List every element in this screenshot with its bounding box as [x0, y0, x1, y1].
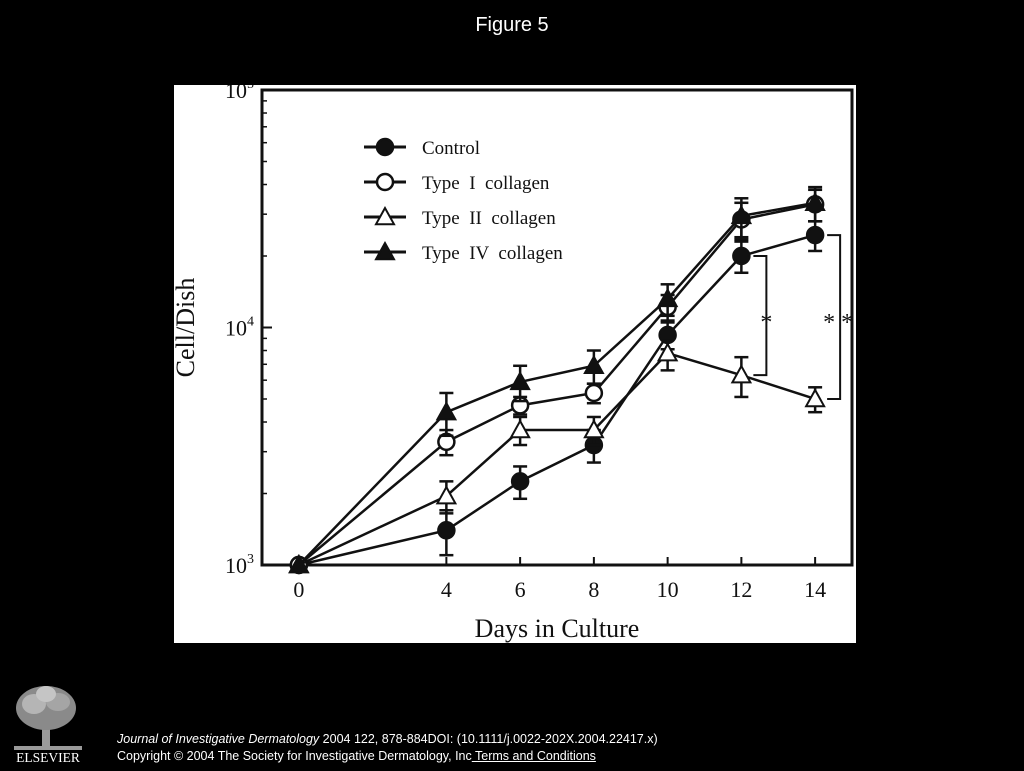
legend-label: Type IV collagen	[422, 243, 563, 264]
legend-marker	[375, 172, 395, 192]
x-axis-label: Days in Culture	[475, 614, 640, 643]
legend-marker	[375, 137, 395, 157]
data-point	[656, 287, 679, 308]
x-tick-label: 10	[657, 577, 679, 602]
citation-line: Journal of Investigative Dermatology 200…	[117, 731, 658, 748]
figure-panel: 1031041050468101214Days in CultureCell/D…	[174, 85, 856, 643]
y-tick-exponent: 4	[247, 315, 254, 330]
citation-details: 2004 122, 878-884DOI: (10.1111/j.0022-20…	[319, 732, 658, 746]
y-tick-exponent: 3	[247, 552, 254, 567]
footer: Journal of Investigative Dermatology 200…	[117, 731, 658, 765]
significance-marker: *	[760, 310, 772, 336]
y-tick-base: 10	[225, 553, 247, 578]
y-tick-base: 10	[225, 85, 247, 103]
legend-marker	[374, 205, 396, 226]
slide-title: Figure 5	[475, 14, 549, 36]
chart: 1031041050468101214Days in CultureCell/D…	[174, 85, 854, 643]
x-tick-label: 8	[588, 577, 599, 602]
data-point	[805, 225, 825, 245]
data-point	[510, 472, 530, 491]
y-tick-label: 103	[225, 552, 254, 578]
x-tick-label: 14	[804, 577, 826, 602]
data-point	[804, 191, 826, 212]
series-line-2	[298, 351, 816, 567]
y-tick-label: 105	[225, 85, 254, 103]
y-axis-label: Cell/Dish	[174, 278, 200, 378]
x-tick-label: 6	[515, 577, 526, 602]
data-point	[509, 370, 531, 391]
elsevier-wordmark: ELSEVIER	[16, 750, 80, 765]
y-tick-exponent: 5	[247, 85, 254, 92]
x-tick-label: 12	[730, 577, 752, 602]
data-point	[584, 383, 604, 403]
legend-marker	[374, 240, 396, 261]
data-point	[437, 521, 456, 540]
elsevier-tree-icon	[14, 686, 82, 750]
data-point	[583, 418, 605, 439]
data-point	[730, 204, 753, 225]
journal-name: Journal of Investigative Dermatology	[117, 732, 320, 746]
data-point	[583, 354, 605, 374]
data-point	[732, 246, 751, 266]
x-tick-label: 0	[293, 577, 304, 602]
significance-bracket	[753, 255, 768, 377]
copyright-line: Copyright © 2004 The Society for Investi…	[117, 748, 658, 765]
y-tick-base: 10	[225, 316, 247, 341]
data-point	[288, 553, 310, 574]
significance-marker: * *	[823, 310, 853, 336]
data-point	[730, 364, 753, 384]
x-tick-label: 4	[441, 577, 452, 602]
elsevier-logo: ELSEVIER	[8, 682, 88, 766]
data-point	[435, 401, 458, 421]
y-tick-label: 104	[225, 315, 254, 341]
legend-label: Control	[422, 138, 480, 159]
significance-bracket	[827, 234, 842, 400]
data-point	[435, 485, 458, 505]
data-point	[804, 387, 826, 408]
data-point	[509, 418, 531, 439]
copyright-text: Copyright © 2004 The Society for Investi…	[117, 749, 472, 763]
legend-label: Type II collagen	[422, 208, 556, 229]
terms-and-conditions-link[interactable]: Terms and Conditions	[471, 749, 596, 763]
data-point	[656, 342, 679, 362]
legend-label: Type I collagen	[422, 173, 550, 194]
